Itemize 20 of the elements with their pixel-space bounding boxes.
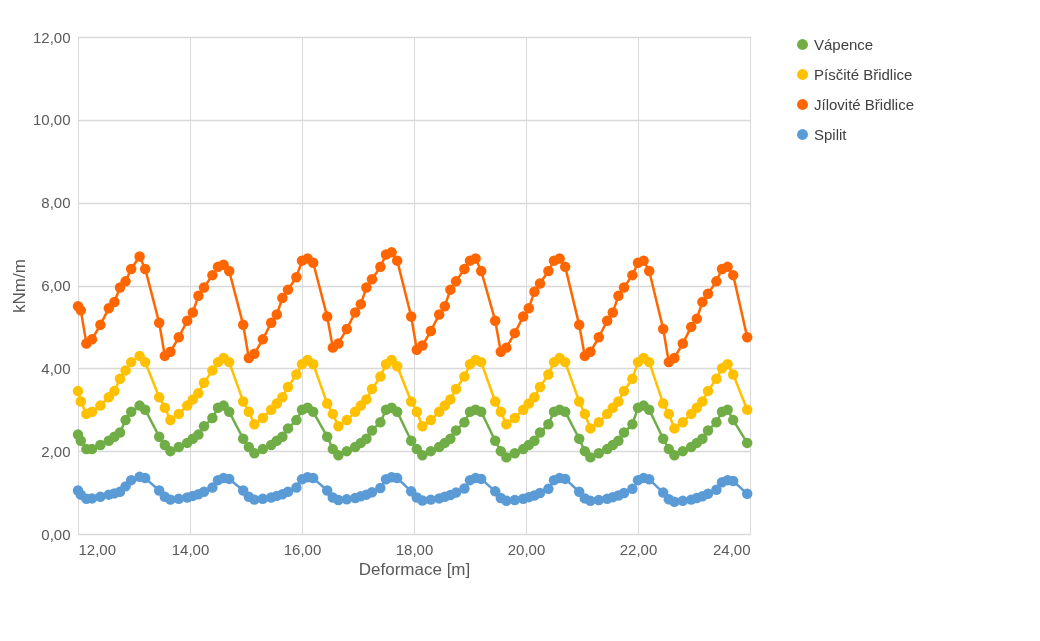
legend-label: Spilit: [814, 125, 848, 143]
x-tick-label: 24,00: [712, 540, 751, 558]
x-tick-label: 14,00: [171, 540, 210, 558]
x-tick-label: 16,00: [283, 540, 322, 558]
x-tick-label: 18,00: [395, 540, 434, 558]
y-tick-label: 4,00: [41, 359, 71, 377]
legend-label: Vápence: [814, 35, 874, 53]
x-tick-label: 12,00: [78, 540, 117, 558]
legend-label: Písčité Břidlice: [814, 65, 913, 83]
y-tick-label: 10,00: [32, 111, 71, 129]
x-tick-label: 22,00: [619, 540, 658, 558]
y-axis-title: kNm/m: [9, 259, 29, 313]
y-tick-label: 0,00: [41, 525, 71, 543]
legend-label: Jílovité Břidlice: [814, 95, 915, 113]
x-tick-label: 20,00: [507, 540, 546, 558]
y-tick-label: 2,00: [41, 442, 71, 460]
y-tick-label: 8,00: [41, 194, 71, 212]
y-tick-label: 12,00: [32, 28, 71, 46]
y-tick-label: 6,00: [41, 277, 71, 294]
x-axis-title: Deformace [m]: [358, 559, 471, 579]
